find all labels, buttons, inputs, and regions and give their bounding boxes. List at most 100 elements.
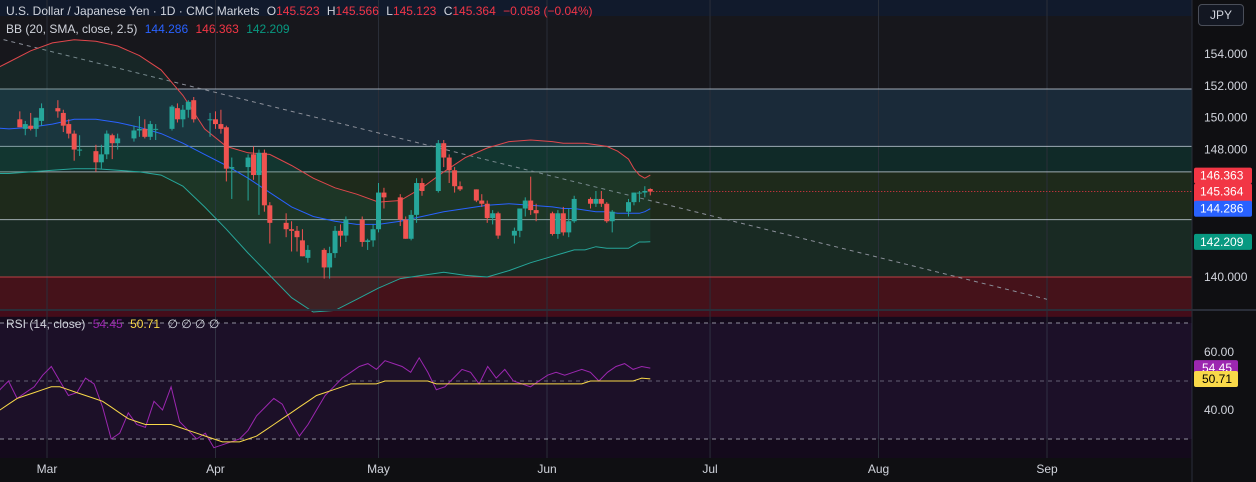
candle-body <box>359 219 365 242</box>
candle-body <box>522 200 528 209</box>
rsi-legend[interactable]: RSI (14, close) 54.45 50.71 ∅ ∅ ∅ ∅ <box>6 317 223 331</box>
candle-body <box>631 192 637 203</box>
time-tick-label: Jun <box>537 462 556 476</box>
time-tick-label: May <box>367 462 390 476</box>
rsi-value-label: 50.71 <box>1202 372 1232 386</box>
rsi-ma-value: 50.71 <box>130 317 161 331</box>
candle-body <box>28 125 34 129</box>
bb-basis-value: 144.286 <box>144 22 189 36</box>
candle-body <box>147 124 153 137</box>
candle-body <box>609 211 615 222</box>
candle-body <box>71 133 77 150</box>
candle-body <box>408 214 414 239</box>
candle-body <box>560 213 566 233</box>
candle-body <box>22 124 28 129</box>
ohlc-open-label: O <box>266 4 277 18</box>
zone-band <box>0 89 1192 147</box>
ohlc-high: 145.566 <box>335 4 379 18</box>
candle-body <box>495 213 501 236</box>
candle-body <box>261 152 267 206</box>
candle-body <box>419 183 425 191</box>
symbol-title[interactable]: U.S. Dollar / Japanese Yen · 1D · CMC Ma… <box>6 4 260 18</box>
bb-legend[interactable]: BB (20, SMA, close, 2.5) 144.286 146.363… <box>6 22 294 36</box>
candle-body <box>343 219 349 236</box>
candle-body <box>441 143 447 158</box>
rsi-tick-label: 60.00 <box>1204 345 1234 359</box>
bb-lower-value: 142.209 <box>246 22 290 36</box>
candle-body <box>60 112 66 126</box>
candle-body <box>153 128 159 130</box>
candle-body <box>555 213 561 234</box>
candle-body <box>484 203 490 219</box>
candle-body <box>517 208 523 231</box>
candle-body <box>642 190 648 193</box>
bb-upper-line <box>0 39 651 203</box>
candle-body <box>55 108 61 112</box>
price-label: 145.364 <box>1200 185 1244 199</box>
candle-body <box>587 198 593 204</box>
candle-body <box>39 108 45 121</box>
candle-body <box>294 230 300 238</box>
candle-body <box>490 213 496 219</box>
price-tick-label: 154.000 <box>1204 47 1248 61</box>
candle-body <box>528 200 534 211</box>
ohlc-low: 145.123 <box>392 4 437 18</box>
ohlc-high-label: H <box>326 4 336 18</box>
price-label-bg <box>1194 167 1252 184</box>
ohlc-open: 145.523 <box>276 4 320 18</box>
rsi-placeholders: ∅ ∅ ∅ ∅ <box>167 317 220 331</box>
bb-basis-line <box>0 118 651 225</box>
header-band <box>0 0 1192 16</box>
candle-body <box>93 151 99 163</box>
candle-body <box>245 157 251 168</box>
rsi-value-label-bg <box>1194 370 1238 387</box>
rsi-label: RSI (14, close) <box>6 317 86 331</box>
rsi-line <box>0 356 651 449</box>
candle-body <box>256 152 262 176</box>
price-label: 146.363 <box>1200 169 1244 183</box>
candle-body <box>452 170 458 187</box>
price-label: 144.286 <box>1200 202 1244 216</box>
bb-upper-value: 146.363 <box>195 22 239 36</box>
rsi-tick-label: 40.00 <box>1204 403 1234 417</box>
price-label-bg <box>1194 200 1252 217</box>
candle-body <box>115 138 121 144</box>
candle-body <box>414 183 420 215</box>
candle-body <box>98 154 104 163</box>
trendline <box>3 39 1048 300</box>
candle-body <box>131 130 137 139</box>
candle-body <box>77 149 83 151</box>
ohlc-low-label: L <box>386 4 393 18</box>
candle-body <box>142 128 148 137</box>
symbol-legend: U.S. Dollar / Japanese Yen · 1D · CMC Ma… <box>6 4 597 18</box>
candle-body <box>283 222 289 230</box>
candle-body <box>191 100 197 120</box>
candle-body <box>267 205 273 223</box>
candle-body <box>17 119 23 128</box>
price-tick-label: 150.000 <box>1204 111 1248 125</box>
time-tick-label: Jul <box>702 462 717 476</box>
candle-body <box>66 124 72 134</box>
candle-body <box>636 192 642 194</box>
candle-body <box>549 213 555 234</box>
rsi-ma-line <box>0 377 651 443</box>
candle-body <box>446 157 452 171</box>
time-axis-bg <box>0 458 1256 482</box>
candle-body <box>626 202 632 212</box>
bb-label: BB (20, SMA, close, 2.5) <box>6 22 138 36</box>
candle-body <box>321 249 327 268</box>
candle-body <box>566 221 572 233</box>
candle-body <box>299 240 305 257</box>
candle-body <box>223 127 229 169</box>
price-tick-label: 152.000 <box>1204 79 1248 93</box>
currency-button[interactable]: JPY <box>1198 4 1244 26</box>
candle-body <box>174 108 180 120</box>
price-tick-label: 148.000 <box>1204 143 1248 157</box>
candle-body <box>207 119 213 121</box>
candle-body <box>435 143 441 191</box>
price-tick-label: 140.000 <box>1204 270 1248 284</box>
candle-body <box>251 154 257 176</box>
candle-body <box>647 189 653 192</box>
time-tick-label: Mar <box>37 462 58 476</box>
